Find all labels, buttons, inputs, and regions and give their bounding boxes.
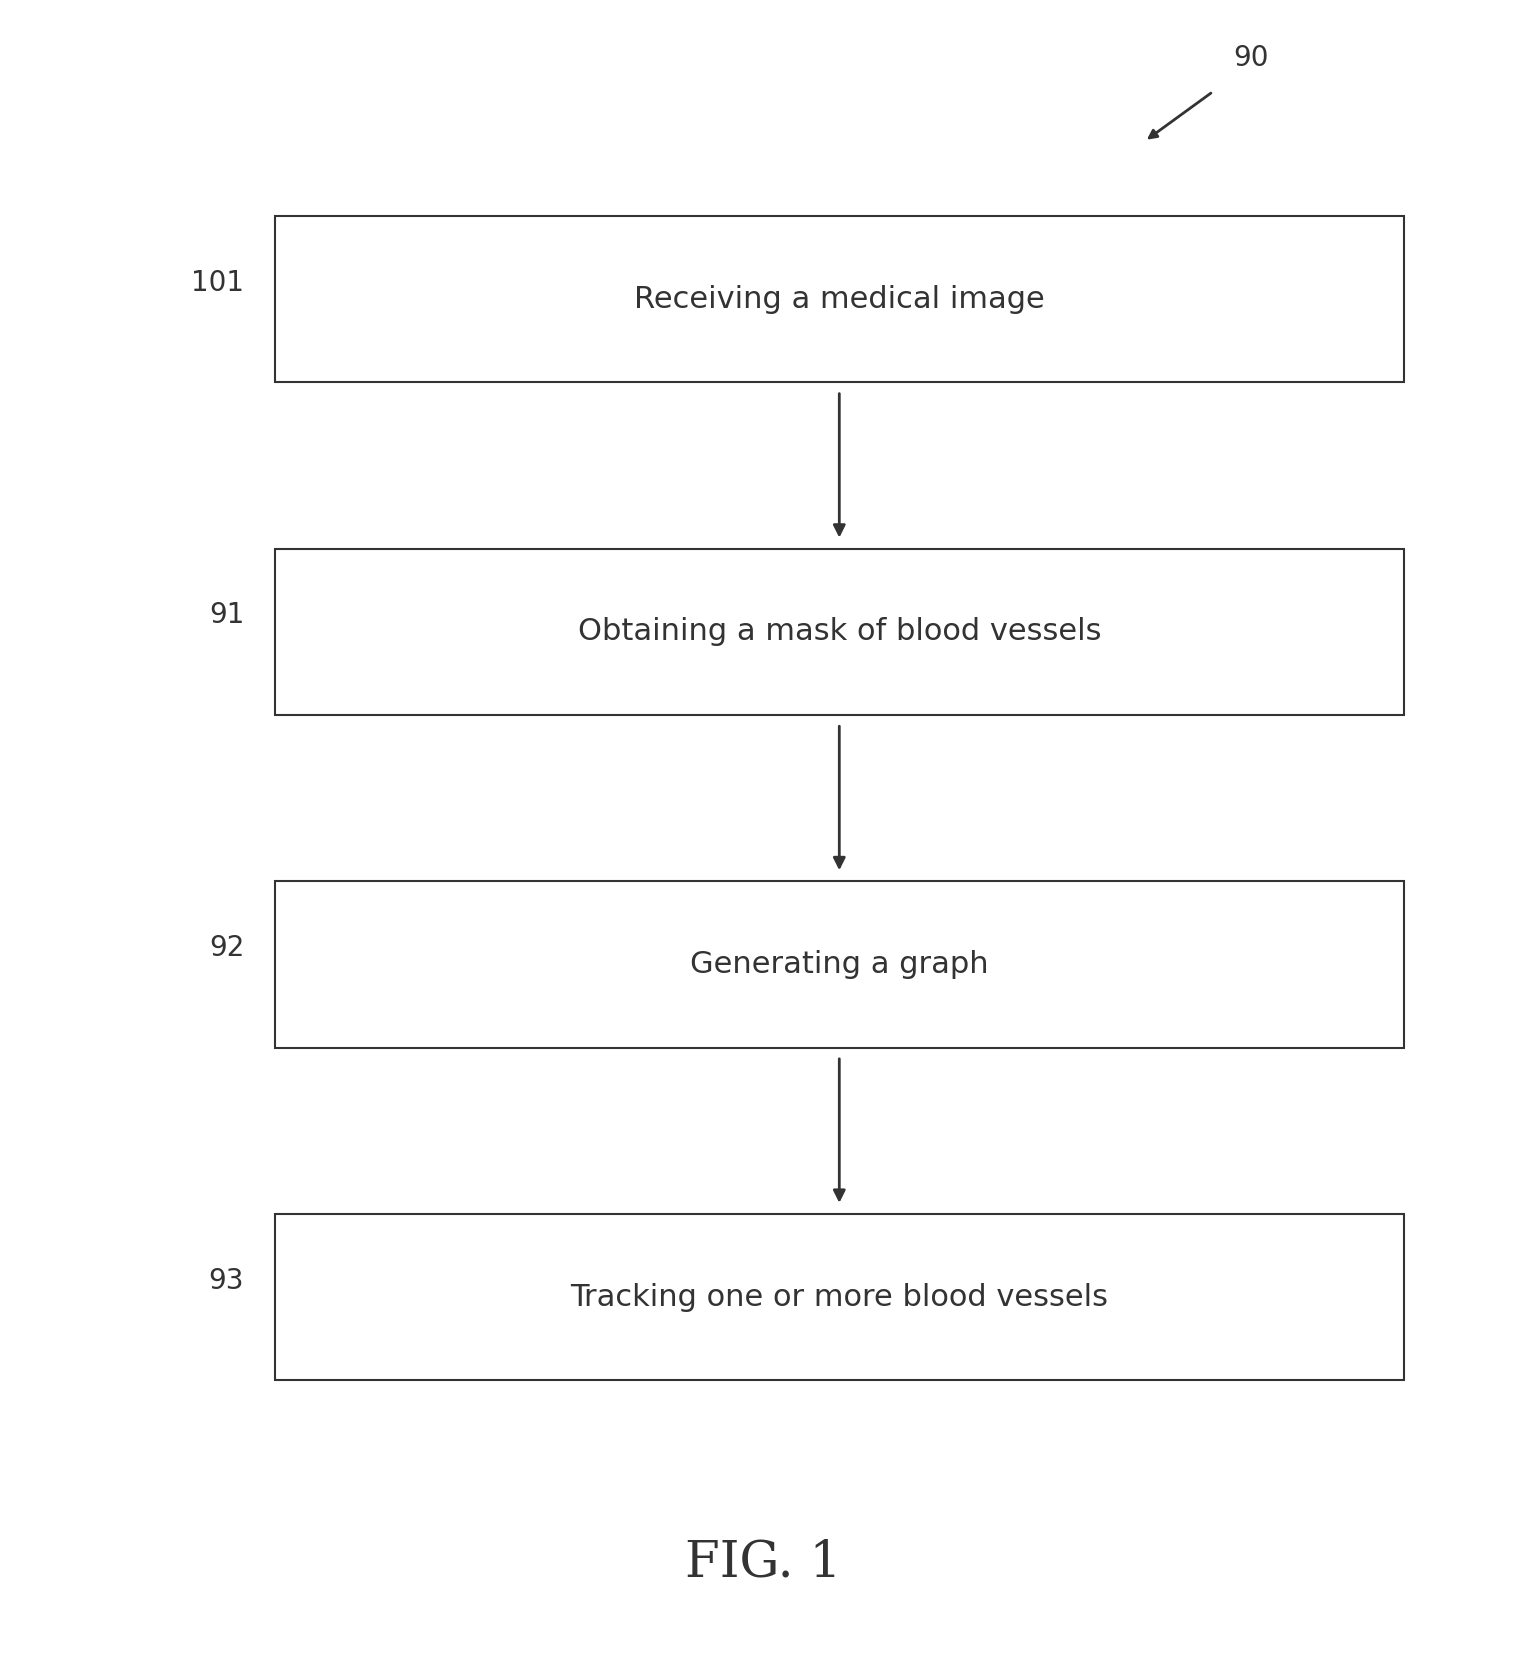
Text: 91: 91 (209, 602, 244, 629)
FancyBboxPatch shape (275, 1214, 1404, 1380)
Text: Generating a graph: Generating a graph (690, 950, 989, 980)
Text: Receiving a medical image: Receiving a medical image (633, 284, 1045, 314)
FancyBboxPatch shape (275, 881, 1404, 1048)
Text: 101: 101 (191, 269, 244, 296)
Text: Tracking one or more blood vessels: Tracking one or more blood vessels (571, 1282, 1108, 1312)
FancyBboxPatch shape (275, 216, 1404, 382)
Text: Obtaining a mask of blood vessels: Obtaining a mask of blood vessels (577, 617, 1102, 647)
FancyBboxPatch shape (275, 549, 1404, 715)
Text: 90: 90 (1233, 45, 1270, 72)
Text: 92: 92 (209, 935, 244, 961)
Text: FIG. 1: FIG. 1 (685, 1538, 841, 1588)
Text: 93: 93 (209, 1267, 244, 1294)
